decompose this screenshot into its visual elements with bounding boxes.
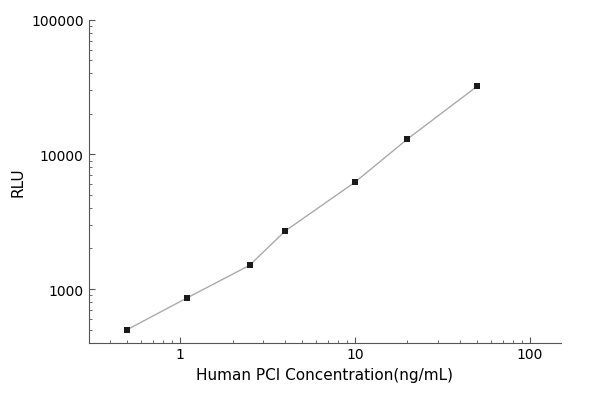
Point	[473, 84, 482, 90]
Point	[403, 136, 412, 143]
Y-axis label: RLU: RLU	[11, 167, 25, 197]
X-axis label: Human PCI Concentration(ng/mL): Human PCI Concentration(ng/mL)	[196, 367, 453, 382]
Point	[350, 180, 359, 186]
Point	[123, 326, 132, 333]
Point	[182, 295, 192, 301]
Point	[280, 228, 290, 235]
Point	[245, 262, 254, 269]
